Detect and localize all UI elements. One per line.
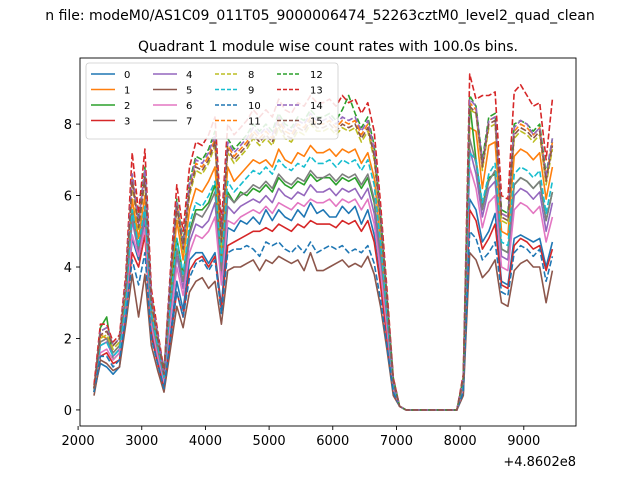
legend-label-5: 5 [186,86,192,97]
legend-label-0: 0 [124,70,130,81]
y-tick-label: 4 [64,261,72,276]
figure-suptitle: n file: modeM0/AS1C09_011T05_9000006474_… [45,8,594,24]
series-line-9 [93,151,554,411]
series-line-5 [93,251,554,411]
series-line-10 [93,230,554,411]
legend-label-7: 7 [186,117,192,128]
legend-label-9: 9 [248,86,254,97]
legend-label-11: 11 [248,117,261,128]
y-tick-label: 2 [64,332,72,347]
legend-label-15: 15 [310,117,323,128]
legend-label-1: 1 [124,86,130,97]
legend-label-14: 14 [310,101,323,112]
legend-label-3: 3 [124,117,130,128]
x-tick-label: 5000 [253,434,286,449]
x-tick-label: 2000 [62,434,95,449]
legend-label-13: 13 [310,86,323,97]
x-offset-label: +4.8602e8 [503,455,576,470]
y-tick-label: 0 [64,404,72,419]
y-tick-label: 6 [64,190,72,205]
x-tick-label: 7000 [380,434,413,449]
x-tick-label: 3000 [125,434,158,449]
x-tick-label: 4000 [189,434,222,449]
x-tick-label: 6000 [316,434,349,449]
legend-label-12: 12 [310,70,323,81]
series-line-6 [93,166,554,411]
chart-title: Quadrant 1 module wise count rates with … [138,39,518,55]
legend-label-6: 6 [186,101,192,112]
legend-box [85,62,339,140]
legend-label-4: 4 [186,70,192,81]
y-tick-label: 8 [64,118,72,133]
x-tick-label: 9000 [507,434,540,449]
legend-label-8: 8 [248,70,254,81]
legend-label-10: 10 [248,101,261,112]
legend-label-2: 2 [124,101,130,112]
axes-frame [79,57,577,427]
x-tick-label: 8000 [444,434,477,449]
axes-layer: 2000 3000 4000 5000 6000 7000 8000 9000 0 2 4 6 8 +4.… [62,57,577,470]
